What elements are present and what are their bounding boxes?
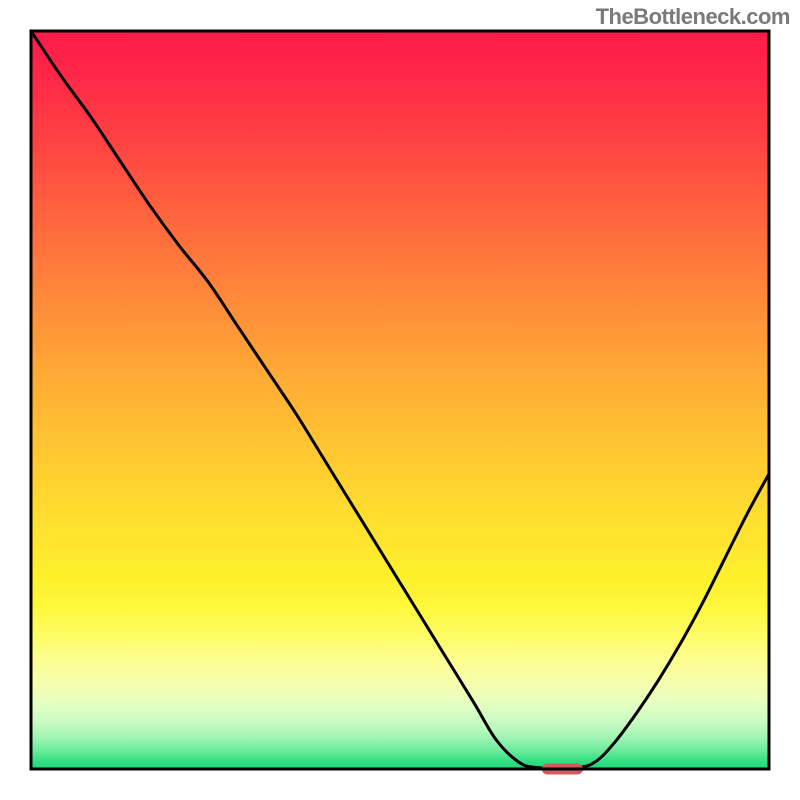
watermark-text: TheBottleneck.com [596, 4, 790, 30]
chart-container: TheBottleneck.com [0, 0, 800, 800]
plot-background [31, 31, 769, 769]
bottleneck-chart [0, 0, 800, 800]
